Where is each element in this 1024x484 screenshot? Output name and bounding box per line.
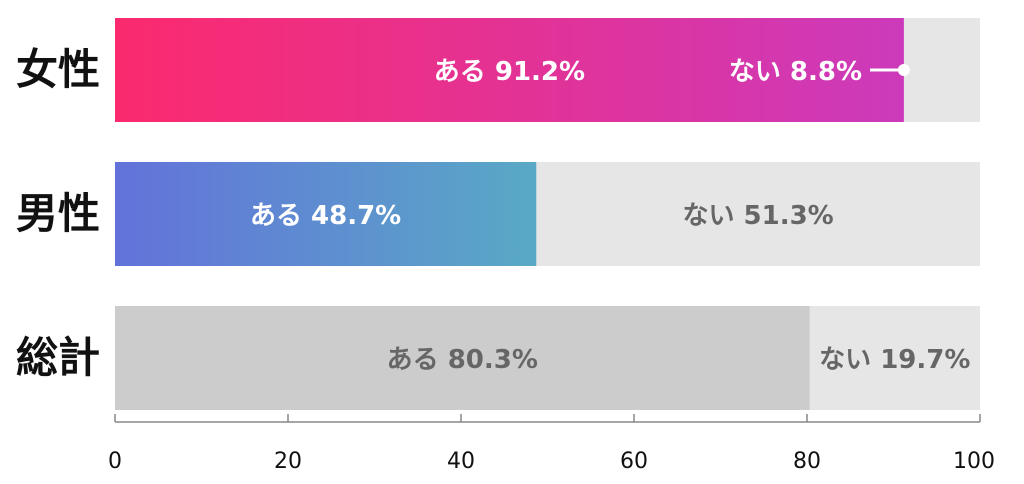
x-tick-label-100: 100 <box>953 449 995 474</box>
data-label-yes-total: ある 80.3% <box>387 345 538 375</box>
bar-yes-total <box>115 306 810 410</box>
data-label-no-male: ない 51.3% <box>682 201 833 231</box>
x-tick-label-20: 20 <box>274 449 302 474</box>
leader-dot <box>897 64 910 76</box>
category-label-female: 女性 <box>16 45 100 94</box>
x-tick-label-0: 0 <box>108 449 122 474</box>
data-label-group: ある 91.2% ない 8.8% ある 48.7% ない 51.3% ある 80.3% な… <box>250 57 970 375</box>
data-label-no-total: ない 19.7% <box>819 345 970 375</box>
data-label-yes-male: ある 48.7% <box>250 201 401 231</box>
x-tick-label-80: 80 <box>793 449 821 474</box>
x-tick-label-60: 60 <box>620 449 648 474</box>
x-tick-label-40: 40 <box>447 449 475 474</box>
data-label-no-female: ない 8.8% <box>729 57 862 87</box>
bar-yes-male <box>115 162 537 266</box>
x-axis: 0 20 40 60 80 100 <box>108 414 995 474</box>
category-label-total: 総計 <box>16 333 100 382</box>
bar-yes-female <box>115 18 904 122</box>
category-label-male: 男性 <box>16 189 100 238</box>
bar-group <box>115 18 980 410</box>
data-label-yes-female: ある 91.2% <box>434 57 585 87</box>
